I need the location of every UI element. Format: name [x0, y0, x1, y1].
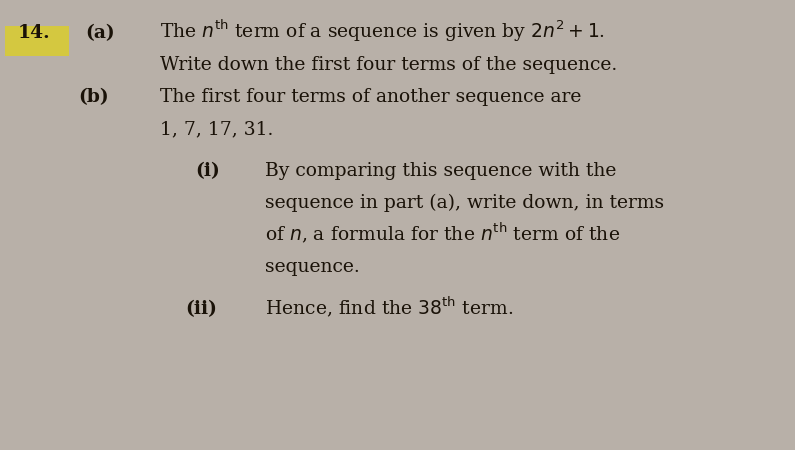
- Text: The $n^{\mathrm{th}}$ term of a sequence is given by $2n^2 + 1$.: The $n^{\mathrm{th}}$ term of a sequence…: [160, 18, 605, 44]
- Text: (a): (a): [85, 24, 114, 42]
- Text: The first four terms of another sequence are: The first four terms of another sequence…: [160, 88, 581, 106]
- Text: Write down the first four terms of the sequence.: Write down the first four terms of the s…: [160, 56, 617, 74]
- FancyBboxPatch shape: [5, 26, 69, 56]
- Text: (b): (b): [78, 88, 109, 106]
- Text: sequence in part (a), write down, in terms: sequence in part (a), write down, in ter…: [265, 194, 664, 212]
- Text: 14.: 14.: [18, 24, 51, 42]
- Text: of $n$, a formula for the $n^{\mathrm{th}}$ term of the: of $n$, a formula for the $n^{\mathrm{th…: [265, 220, 620, 245]
- Text: Hence, find the $38^{\mathrm{th}}$ term.: Hence, find the $38^{\mathrm{th}}$ term.: [265, 294, 514, 319]
- Text: 1, 7, 17, 31.: 1, 7, 17, 31.: [160, 120, 273, 138]
- Text: By comparing this sequence with the: By comparing this sequence with the: [265, 162, 616, 180]
- Text: (ii): (ii): [185, 300, 217, 318]
- Text: (i): (i): [195, 162, 219, 180]
- Text: sequence.: sequence.: [265, 258, 360, 276]
